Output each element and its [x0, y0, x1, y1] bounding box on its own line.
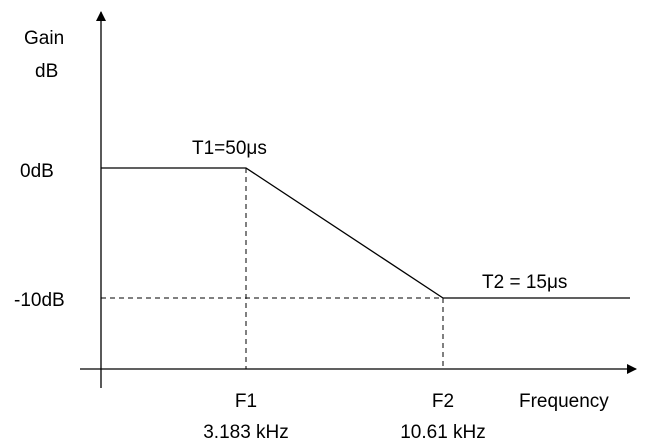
x-axis-label: Frequency [519, 391, 609, 412]
annotation-t1: T1=50μs [192, 138, 267, 159]
x-marker-f1-value: 3.183 kHz [203, 422, 289, 443]
y-axis-label-line2: dB [35, 61, 58, 82]
y-axis-label-line1: Gain [24, 28, 64, 49]
y-tick-label-minus10db: -10dB [14, 290, 65, 311]
x-marker-f2-value: 10.61 kHz [400, 422, 486, 443]
x-marker-f1-name: F1 [235, 391, 257, 412]
gain-response-line [101, 167, 630, 299]
x-marker-f2-name: F2 [432, 391, 454, 412]
annotation-t2: T2 = 15μs [482, 272, 567, 293]
y-tick-label-0db: 0dB [20, 161, 54, 182]
